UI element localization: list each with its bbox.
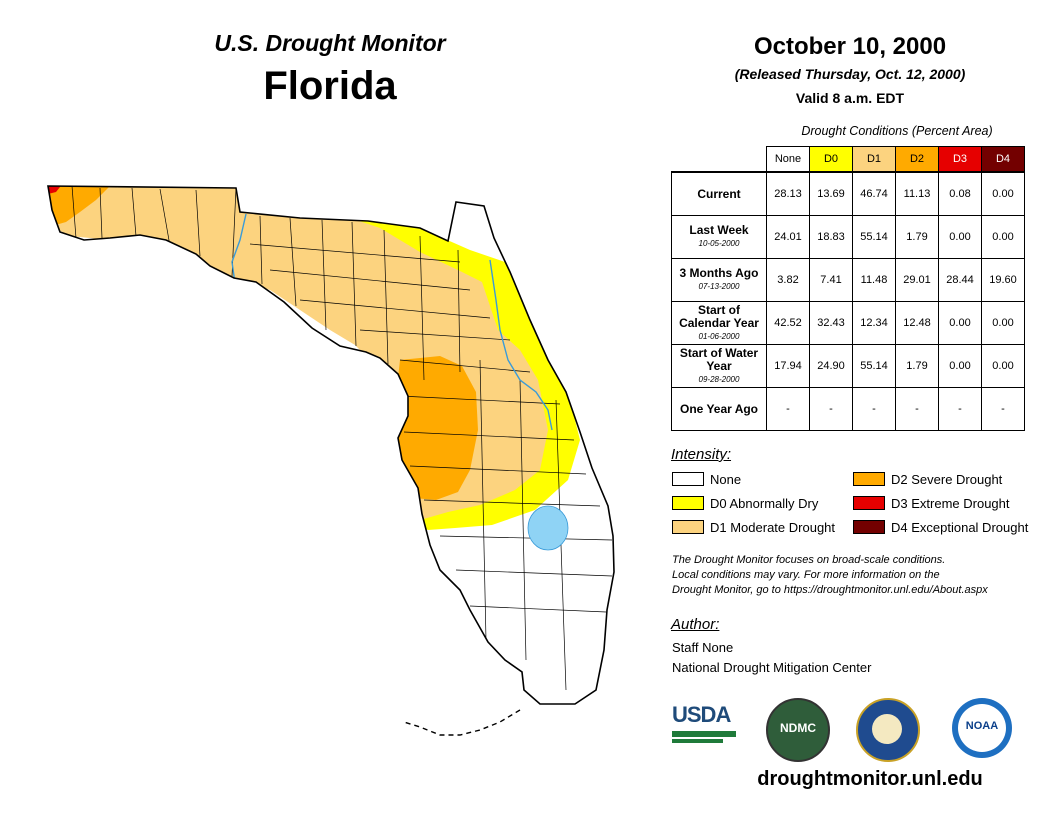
- table-cell: 0.00: [981, 215, 1025, 259]
- valid-time: Valid 8 a.m. EDT: [795, 90, 905, 106]
- table-cell: 0.00: [938, 301, 982, 345]
- row-label: 3 Months Ago 07-13-2000: [671, 258, 767, 302]
- florida-drought-map: [47, 185, 615, 736]
- drought-conditions-table: None D0 D1 D2 D3 D4 Current 28.13 13.69 …: [671, 146, 1025, 431]
- legend-column-left: None D0 Abnormally Dry D1 Moderate Droug…: [672, 471, 835, 535]
- column-header-d0: D0: [809, 146, 853, 173]
- lake-okeechobee: [527, 505, 569, 551]
- table-cell: -: [809, 387, 853, 431]
- table-row-one-year-ago: One Year Ago - - - - - -: [671, 387, 1025, 431]
- table-cell: 28.13: [766, 171, 810, 216]
- table-cell: 12.34: [852, 301, 896, 345]
- table-cell: 18.83: [809, 215, 853, 259]
- table-cell: 55.14: [852, 344, 896, 388]
- d2-region: [396, 356, 478, 500]
- column-header-none: None: [766, 146, 810, 173]
- table-cell: 0.00: [938, 215, 982, 259]
- table-cell: 24.90: [809, 344, 853, 388]
- table-row-3-months-ago: 3 Months Ago 07-13-2000 3.82 7.41 11.48 2…: [671, 258, 1025, 302]
- row-label: Start of Water Year 09-28-2000: [671, 344, 767, 388]
- table-cell: 42.52: [766, 301, 810, 345]
- row-label: Last Week 10-05-2000: [671, 215, 767, 259]
- column-header-d1: D1: [852, 146, 896, 173]
- author-title: Author:: [671, 616, 720, 633]
- noaa-logo: NOAA: [952, 698, 1012, 758]
- legend-item-d0: D0 Abnormally Dry: [672, 495, 835, 511]
- legend-item-d3: D3 Extreme Drought: [853, 495, 1028, 511]
- table-cell: 0.08: [938, 171, 982, 216]
- d2-region-panhandle: [48, 186, 110, 226]
- commerce-seal-logo: [856, 698, 920, 762]
- monitor-subtitle: U.S. Drought Monitor: [214, 30, 446, 56]
- table-row-last-week: Last Week 10-05-2000 24.01 18.83 55.14 1.…: [671, 215, 1025, 259]
- table-cell: 7.41: [809, 258, 853, 302]
- table-cell: 17.94: [766, 344, 810, 388]
- table-cell: -: [852, 387, 896, 431]
- legend-item-none: None: [672, 471, 835, 487]
- legend-swatch: [672, 520, 704, 534]
- row-label: One Year Ago: [671, 387, 767, 431]
- table-cell: 3.82: [766, 258, 810, 302]
- author-org: National Drought Mitigation Center: [672, 660, 872, 675]
- table-cell: 0.00: [938, 344, 982, 388]
- table-cell: 19.60: [981, 258, 1025, 302]
- table-row-current: Current 28.13 13.69 46.74 11.13 0.08 0.0…: [671, 171, 1025, 216]
- table-cell: 32.43: [809, 301, 853, 345]
- legend-item-d1: D1 Moderate Drought: [672, 519, 835, 535]
- row-label: Start of Calendar Year 01-06-2000: [671, 301, 767, 345]
- legend-item-d2: D2 Severe Drought: [853, 471, 1028, 487]
- legend-item-d4: D4 Exceptional Drought: [853, 519, 1028, 535]
- state-title: Florida: [263, 64, 397, 108]
- table-caption: Drought Conditions (Percent Area): [801, 124, 993, 138]
- table-cell: 55.14: [852, 215, 896, 259]
- map-date: October 10, 2000: [753, 33, 947, 60]
- legend-swatch: [853, 496, 885, 510]
- table-row-start-water-year: Start of Water Year 09-28-2000 17.94 24.9…: [671, 344, 1025, 388]
- intensity-legend-title: Intensity:: [671, 446, 732, 463]
- table-cell: 0.00: [981, 301, 1025, 345]
- table-cell: 0.00: [981, 171, 1025, 216]
- column-header-d4: D4: [981, 146, 1025, 173]
- table-cell: -: [895, 387, 939, 431]
- legend-swatch: [672, 472, 704, 486]
- usda-logo: USDA: [672, 702, 736, 748]
- legend-column-right: D2 Severe Drought D3 Extreme Drought D4 …: [853, 471, 1028, 535]
- table-cell: 1.79: [895, 344, 939, 388]
- table-cell: 28.44: [938, 258, 982, 302]
- table-cell: -: [938, 387, 982, 431]
- table-cell: -: [981, 387, 1025, 431]
- column-header-d2: D2: [895, 146, 939, 173]
- table-cell: 1.79: [895, 215, 939, 259]
- table-cell: 46.74: [852, 171, 896, 216]
- table-cell: 12.48: [895, 301, 939, 345]
- table-row-start-calendar-year: Start of Calendar Year 01-06-2000 42.52 3…: [671, 301, 1025, 345]
- table-cell: 29.01: [895, 258, 939, 302]
- table-cell: 11.48: [852, 258, 896, 302]
- header-blank-cell: [672, 147, 767, 173]
- author-block: Staff None National Drought Mitigation C…: [672, 638, 871, 678]
- row-label: Current: [671, 171, 767, 216]
- table-cell: 11.13: [895, 171, 939, 216]
- st-johns-river: [489, 259, 553, 431]
- legend-swatch: [672, 496, 704, 510]
- table-cell: 24.01: [766, 215, 810, 259]
- table-header-row: None D0 D1 D2 D3 D4: [672, 146, 1025, 173]
- legend-swatch: [853, 520, 885, 534]
- disclaimer-note: The Drought Monitor focuses on broad-sca…: [672, 554, 988, 596]
- website-url[interactable]: droughtmonitor.unl.edu: [757, 768, 983, 790]
- table-cell: 0.00: [981, 344, 1025, 388]
- release-note: (Released Thursday, Oct. 12, 2000): [734, 66, 966, 82]
- table-cell: 13.69: [809, 171, 853, 216]
- author-name: Staff None: [672, 640, 734, 655]
- table-cell: -: [766, 387, 810, 431]
- ndmc-logo: NDMC: [766, 698, 830, 762]
- florida-keys: [403, 709, 521, 736]
- column-header-d3: D3: [938, 146, 982, 173]
- legend-swatch: [853, 472, 885, 486]
